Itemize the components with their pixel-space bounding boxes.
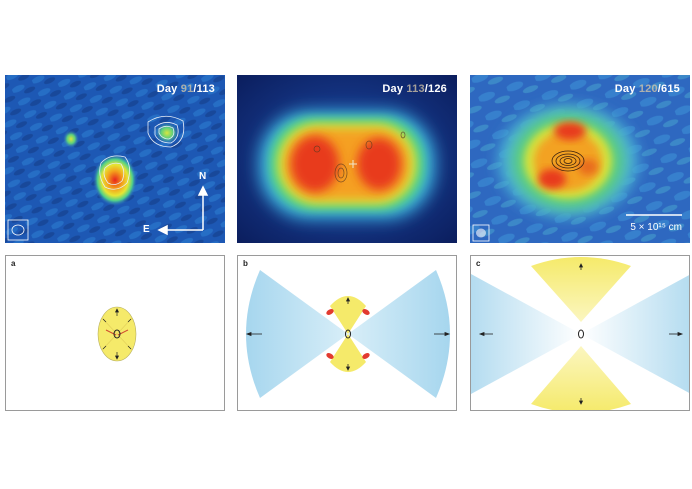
south-torus-cone [330,334,366,372]
core-blob [93,154,137,206]
west-lobe [291,136,339,192]
schematic-a: a [5,255,225,411]
radio-map-2 [237,75,457,243]
east-lobe [357,138,401,190]
radio-image-day-91: Day 91/113 N E [5,75,225,243]
radio-map-1 [5,75,225,243]
central-source [113,329,121,339]
south-hotspot [538,169,566,189]
day-label-3: Day 120/615 [614,83,680,95]
central-source-c [578,329,584,339]
contours [99,115,185,190]
shell-arrows [102,308,132,360]
schematic-c-drawing [471,257,689,410]
compass-north-label: N [199,171,207,182]
beam-box [7,219,29,241]
beam-icon-3 [476,228,486,238]
beam-icon [11,224,25,236]
central-source-b [345,329,351,339]
west-jet-cone [246,270,348,398]
schematic-a-drawing [97,306,137,362]
contours-3 [551,150,585,172]
schematic-b-drawing [245,270,451,398]
radio-image-day-113: Day 113/126 [237,75,457,243]
panel-letter-c: c [476,259,481,268]
north-torus-cone [330,296,366,334]
radio-image-day-120: Day 120/615 5 × 10¹⁵ cm [470,75,690,243]
day-label-2: Day 113/126 [382,83,447,95]
north-cone-c [531,257,631,322]
east-cone-c [581,275,689,393]
shock-knots [326,309,370,359]
day-label-1: Day 91/113 [156,83,215,95]
compass-arrows [157,185,209,236]
center-cross [349,160,357,168]
jet-arrows [245,297,451,371]
compass-east-label: E [143,224,150,235]
schematic-c: c [470,255,690,411]
south-cone-c [531,346,631,410]
radio-map-3 [470,75,690,243]
north-hotspot [554,122,586,140]
contours-2 [313,131,406,183]
panel-letter-a: a [11,259,16,268]
scale-bar-label: 5 × 10¹⁵ cm [630,222,682,233]
secondary-blob [63,130,79,148]
east-jet-cone [348,270,450,398]
schematic-b: b [237,255,457,411]
panel-letter-b: b [243,259,248,268]
beam-box-3 [472,224,490,242]
west-cone-c [471,274,581,394]
cone-arrows [478,263,684,405]
